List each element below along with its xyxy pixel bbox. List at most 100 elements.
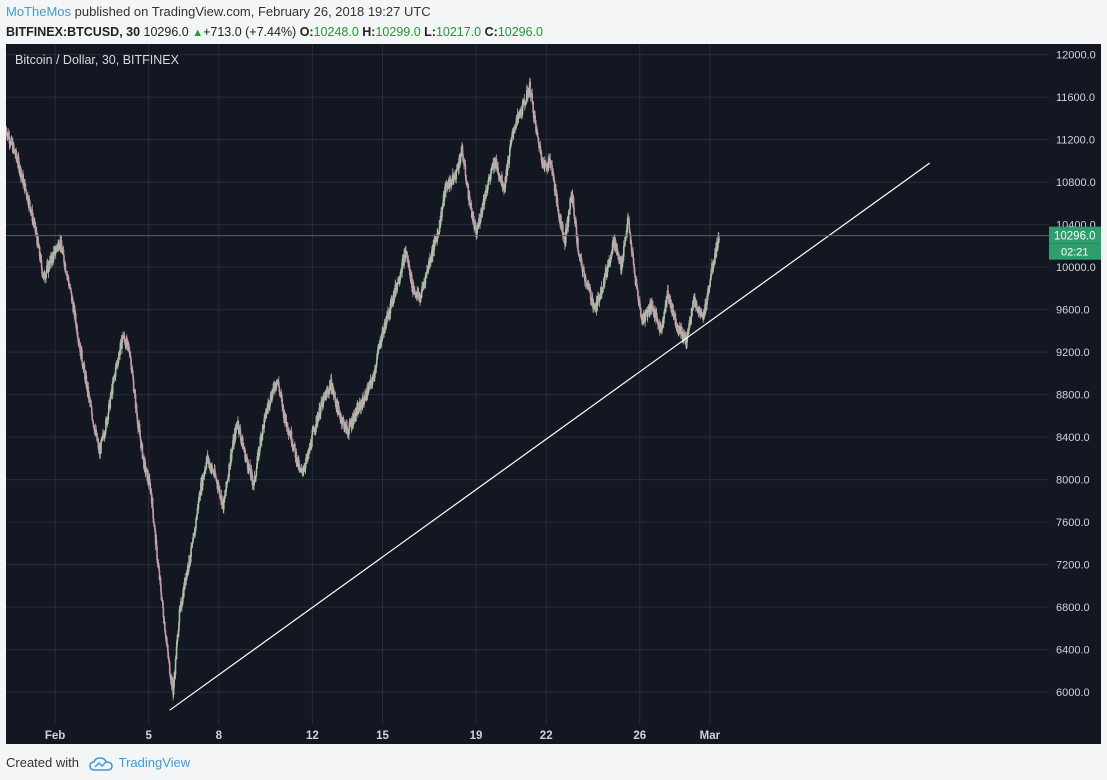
time-axis[interactable]	[6, 724, 1101, 744]
candle-body	[298, 465, 301, 468]
candle-body	[179, 609, 181, 611]
candle-body	[54, 247, 57, 254]
candle-body	[338, 410, 341, 416]
candle-body	[173, 677, 175, 688]
candle-body	[267, 403, 269, 409]
candle-body	[701, 314, 704, 316]
candle-body	[343, 427, 346, 430]
candle-body	[574, 218, 576, 223]
candle-body	[164, 631, 167, 635]
candle-body	[203, 469, 206, 474]
candle-body	[501, 174, 503, 187]
tradingview-link[interactable]: TradingView	[118, 755, 191, 770]
candle-body	[386, 312, 389, 315]
candle-body	[577, 238, 579, 251]
candle-body	[132, 379, 135, 392]
candle-body	[239, 426, 241, 429]
candle-body	[557, 209, 560, 215]
candle-body	[154, 527, 156, 532]
y-tick-label: 8000.0	[1056, 475, 1090, 487]
candle-body	[29, 207, 32, 213]
candle-body	[53, 248, 56, 252]
candle-body	[598, 295, 600, 303]
candle-body	[144, 462, 147, 472]
candle-body	[583, 266, 585, 272]
candle-body	[633, 264, 635, 268]
candle-body	[251, 479, 254, 485]
candle-body	[347, 434, 350, 436]
candle-body	[601, 293, 603, 295]
candle-body	[183, 585, 185, 598]
candle-body	[362, 396, 364, 402]
candle-body	[29, 200, 31, 208]
candle-body	[652, 306, 654, 308]
candle-body	[550, 163, 553, 166]
candle-body	[479, 221, 481, 225]
candle-body	[521, 114, 523, 116]
candle-body	[366, 388, 369, 396]
candle-body	[237, 421, 240, 430]
candle-body	[667, 290, 669, 294]
candle-body	[580, 257, 583, 261]
candle-body	[179, 604, 182, 610]
candle-body	[19, 166, 22, 178]
candle-body	[166, 643, 169, 645]
candle-body	[139, 436, 142, 441]
candle-body	[708, 287, 711, 289]
candle-body	[514, 127, 517, 129]
candle-body	[136, 412, 138, 418]
candle-body	[544, 161, 547, 164]
candle-body	[419, 295, 422, 302]
candle-body	[225, 481, 228, 492]
candle-body	[154, 531, 157, 545]
chart-container[interactable]: 6000.0 6400.0 6800.0 7200.0 7600.0 8000.0 8400…	[6, 44, 1101, 744]
candle-body	[337, 405, 340, 410]
price-axis[interactable]	[1049, 44, 1101, 724]
candle-body	[650, 306, 652, 311]
trendline-group[interactable]	[169, 162, 931, 711]
candle-body	[564, 243, 567, 245]
candle-body	[231, 450, 233, 453]
price-chart[interactable]: 6000.0 6400.0 6800.0 7200.0 7600.0 8000.0 8400…	[6, 44, 1101, 744]
candle-body	[531, 93, 533, 102]
candle-body	[263, 415, 266, 419]
high-label: H:	[362, 25, 376, 39]
candle-body	[166, 644, 169, 652]
candle-body	[162, 607, 165, 618]
candle-body	[255, 469, 258, 477]
candle-body	[717, 234, 720, 240]
candle-body	[412, 286, 415, 292]
candle-body	[575, 222, 577, 226]
candle-body	[165, 639, 168, 641]
candle-body	[713, 260, 716, 263]
candle-body	[623, 242, 626, 247]
y-tick-label: 10800.0	[1056, 177, 1096, 189]
y-tick-label: 11600.0	[1056, 92, 1095, 104]
candle-body	[54, 251, 57, 254]
candle-body	[514, 127, 516, 129]
candle-body	[15, 156, 18, 159]
candle-body	[195, 518, 197, 528]
candle-body	[280, 393, 283, 397]
candle-body	[348, 421, 351, 429]
candle-body	[626, 224, 628, 233]
candle-body	[465, 180, 468, 185]
candle-body	[557, 205, 559, 210]
candle-body	[359, 401, 361, 403]
candle-body	[635, 281, 638, 284]
candle-body	[90, 406, 93, 408]
x-tick-label: 15	[376, 730, 389, 742]
candle-body	[333, 394, 335, 396]
candle-body	[565, 227, 568, 234]
candle-body	[430, 260, 432, 263]
candle-body	[7, 132, 10, 139]
candle-body	[462, 153, 464, 161]
candle-body	[198, 493, 201, 501]
candle-body	[652, 307, 655, 310]
candle-body	[284, 421, 286, 423]
candle-body	[476, 228, 478, 234]
candle-body	[295, 451, 298, 464]
candle-body	[88, 397, 91, 403]
author-link[interactable]: MoTheMos	[6, 4, 72, 19]
candle-body	[656, 313, 658, 319]
